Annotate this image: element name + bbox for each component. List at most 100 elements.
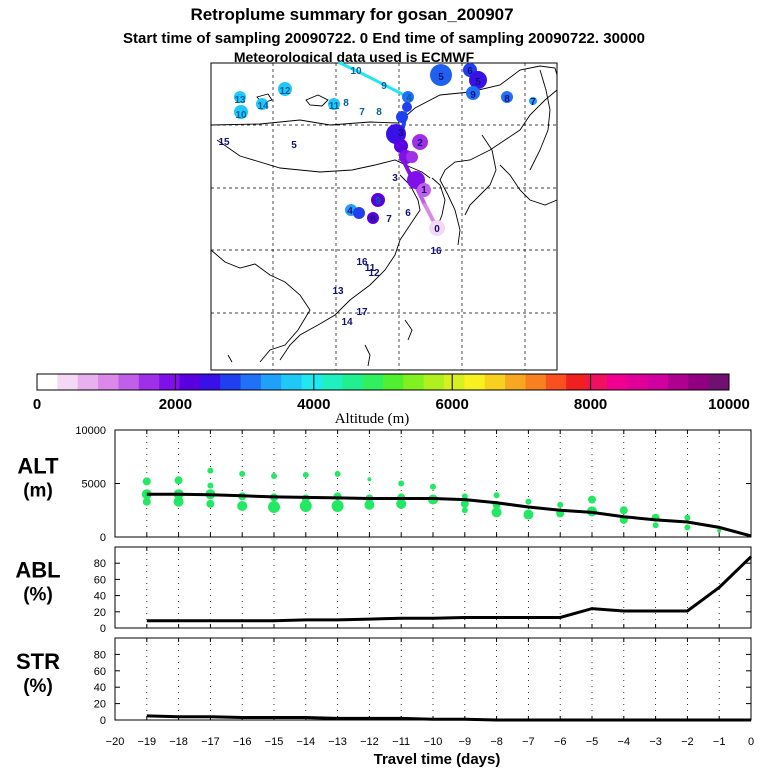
y-tick-label: 40 xyxy=(94,591,106,603)
cluster-point xyxy=(491,507,502,518)
cluster-point xyxy=(493,492,500,499)
cluster-point xyxy=(142,497,151,506)
colorbar-swatch xyxy=(708,374,730,390)
cluster-point xyxy=(398,480,405,487)
x-tick-label: −10 xyxy=(424,736,443,748)
x-tick-label: −3 xyxy=(649,736,662,748)
colorbar-swatch xyxy=(667,374,689,390)
colorbar-swatch xyxy=(566,374,587,390)
cluster-point xyxy=(142,477,151,486)
map-label: 2 xyxy=(417,138,423,149)
map-label: 3 xyxy=(398,128,404,139)
cluster-point xyxy=(523,509,534,520)
coastlines xyxy=(210,65,558,367)
cluster-dot xyxy=(430,64,452,86)
colorbar-swatch xyxy=(383,374,404,390)
cluster-point xyxy=(367,477,372,482)
cluster-dot xyxy=(234,105,248,119)
map-label: 5 xyxy=(475,77,481,88)
colorbar-swatch xyxy=(260,374,282,390)
panel-y-label: STR xyxy=(16,649,60,674)
cluster-dot xyxy=(353,207,365,219)
colorbar-swatch xyxy=(586,374,608,390)
map-label: 6 xyxy=(405,208,411,219)
map-label: 6 xyxy=(467,66,473,77)
panel-y-label: (m) xyxy=(23,481,53,502)
y-tick-label: 0 xyxy=(100,532,106,544)
cluster-point xyxy=(461,507,468,514)
cluster-point xyxy=(396,498,407,509)
cluster-point xyxy=(364,499,375,510)
colorbar-swatch xyxy=(484,374,506,390)
colorbar-swatch xyxy=(423,374,445,390)
cluster-point xyxy=(525,498,532,505)
colorbar-swatch xyxy=(301,374,323,390)
colorbar-swatch xyxy=(647,374,669,390)
map-label: 16 xyxy=(356,257,368,268)
x-tick-label: −4 xyxy=(618,736,631,748)
colorbar-swatch xyxy=(37,374,58,390)
figure-title: Retroplume summary for gosan_200907 xyxy=(190,5,513,24)
panel-y-label: ALT xyxy=(17,454,59,479)
x-tick-label: −1 xyxy=(713,736,726,748)
cluster-dot xyxy=(429,220,445,236)
cluster-dot xyxy=(256,98,268,110)
map-label: 11 xyxy=(329,101,340,112)
x-tick-label: −16 xyxy=(233,736,252,748)
x-tick-label: −19 xyxy=(137,736,156,748)
cluster-dot xyxy=(402,91,414,103)
map-label: 7 xyxy=(386,214,392,225)
y-tick-label: 80 xyxy=(94,649,106,661)
colorbar-swatch xyxy=(403,374,425,390)
y-tick-label: 60 xyxy=(94,666,106,678)
colorbar-swatch xyxy=(627,374,648,390)
cluster-dot xyxy=(469,71,487,89)
map-label: 8 xyxy=(504,94,510,105)
y-tick-label: 0 xyxy=(100,623,106,635)
cluster-point xyxy=(206,499,215,508)
x-tick-label: −17 xyxy=(201,736,220,748)
colorbar-swatch xyxy=(464,374,486,390)
map-label: 8 xyxy=(376,107,382,118)
map-label: 13 xyxy=(234,95,246,106)
x-tick-label: −2 xyxy=(681,736,694,748)
panel-0: 0 5000 10000 ALT(m) xyxy=(17,425,752,544)
map-label: 14 xyxy=(257,101,269,112)
x-tick-label: −18 xyxy=(169,736,188,748)
cluster-point xyxy=(239,470,246,477)
colorbar-swatch xyxy=(321,374,343,390)
x-tick-label: −5 xyxy=(586,736,599,748)
cluster-dot xyxy=(394,139,408,153)
x-tick-label: −20 xyxy=(106,736,125,748)
x-tick-label: −6 xyxy=(554,736,567,748)
altitude-colorbar: 0 2000 4000 6000 8000 10000 Altitude (m) xyxy=(33,373,750,427)
x-tick-label: −9 xyxy=(459,736,472,748)
colorbar-swatch xyxy=(525,374,547,390)
colorbar-swatch xyxy=(688,374,710,390)
x-tick-label: −13 xyxy=(328,736,347,748)
colorbar-swatch xyxy=(505,374,526,390)
colorbar-swatch xyxy=(362,374,384,390)
cluster-dot xyxy=(328,98,340,110)
cluster-point xyxy=(268,501,280,514)
colorbar-tick-label: 2000 xyxy=(159,396,192,413)
cluster-point xyxy=(684,514,691,521)
y-tick-label: 40 xyxy=(94,682,106,694)
map-label: 11 xyxy=(365,263,376,274)
cluster-point xyxy=(334,470,341,477)
cluster-point xyxy=(717,528,722,533)
x-tick-label: −15 xyxy=(265,736,284,748)
colorbar-swatch xyxy=(240,374,262,390)
map-gridlines xyxy=(211,63,557,370)
meteorological-data-note: Meteorological data used is ECMWF xyxy=(234,49,475,65)
y-tick-label: 5000 xyxy=(82,479,106,491)
cluster-point xyxy=(271,473,277,480)
panel-y-label: (%) xyxy=(23,585,53,606)
y-tick-label: 10000 xyxy=(75,425,106,437)
colorbar-tick-label: 6000 xyxy=(436,396,469,413)
cluster-dot xyxy=(278,82,292,96)
cluster-dot xyxy=(406,151,418,163)
